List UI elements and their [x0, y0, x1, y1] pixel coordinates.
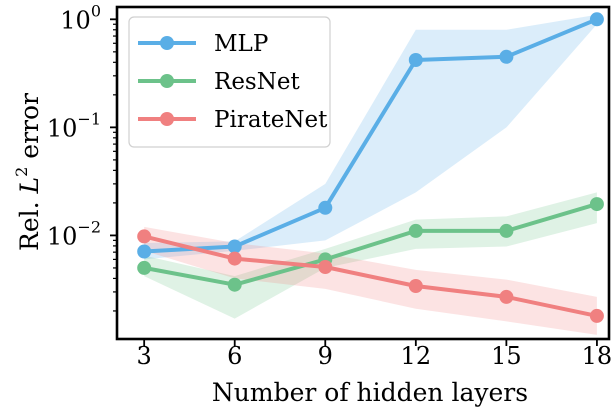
- mlp-point: [408, 53, 423, 67]
- piratenet-point: [318, 260, 333, 274]
- mlp-point: [499, 49, 514, 64]
- mlp-point: [318, 200, 333, 215]
- x-tick-label: 18: [582, 342, 611, 370]
- resnet-legend-marker: [160, 74, 174, 88]
- y-axis-title-prefix: Rel.: [15, 193, 44, 251]
- mlp-point: [227, 239, 242, 254]
- x-tick-label: 15: [491, 342, 522, 370]
- resnet-point: [589, 197, 604, 212]
- resnet-line: [143, 202, 598, 287]
- x-axis-title: Number of hidden layers: [212, 378, 528, 407]
- y-axis-title: Rel. L2 error: [12, 93, 44, 251]
- resnet-legend-label: ResNet: [214, 69, 300, 95]
- piratenet-point: [408, 279, 423, 293]
- resnet-point: [499, 223, 514, 238]
- piratenet-point: [589, 308, 604, 323]
- mlp-line: [144, 17, 598, 254]
- piratenet-line: [143, 234, 598, 318]
- piratenet-error-band: [144, 226, 597, 335]
- resnet-point: [227, 277, 242, 292]
- legend-box: [128, 16, 331, 148]
- resnet-point: [408, 223, 423, 238]
- y-tick-label: 10−1: [47, 109, 101, 142]
- y-tick-label: 100: [60, 1, 101, 34]
- y-axis-title-exponent: 2: [12, 167, 31, 177]
- resnet-point: [137, 260, 152, 275]
- series-lines: [143, 17, 598, 318]
- piratenet-legend-marker: [160, 112, 174, 126]
- mlp-point: [589, 12, 604, 27]
- resnet-error-band: [144, 192, 597, 319]
- piratenet-point: [137, 229, 152, 244]
- legend-entries: MLP ResNet PirateNet: [138, 31, 328, 133]
- x-tick-label: 12: [401, 342, 432, 370]
- y-axis-ticks: 10−2 10−1 100: [47, 1, 117, 312]
- x-tick-label: 9: [318, 342, 333, 370]
- y-axis-title-symbol: L: [15, 177, 44, 195]
- y-axis-title-suffix: error: [15, 93, 44, 167]
- piratenet-legend-label: PirateNet: [214, 107, 328, 133]
- mlp-legend-label: MLP: [214, 31, 268, 57]
- piratenet-point: [227, 251, 242, 266]
- series-points: [137, 12, 604, 323]
- mlp-legend-marker: [160, 36, 174, 50]
- x-tick-label: 3: [137, 342, 152, 370]
- x-tick-label: 6: [227, 342, 242, 370]
- x-axis-ticks: 3 6 9 12 15 18: [137, 339, 611, 370]
- legend: MLP ResNet PirateNet: [128, 16, 331, 148]
- piratenet-point: [499, 289, 514, 304]
- plot-frame: [115, 5, 611, 341]
- mlp-point: [137, 244, 152, 259]
- y-tick-label: 10−2: [47, 217, 101, 250]
